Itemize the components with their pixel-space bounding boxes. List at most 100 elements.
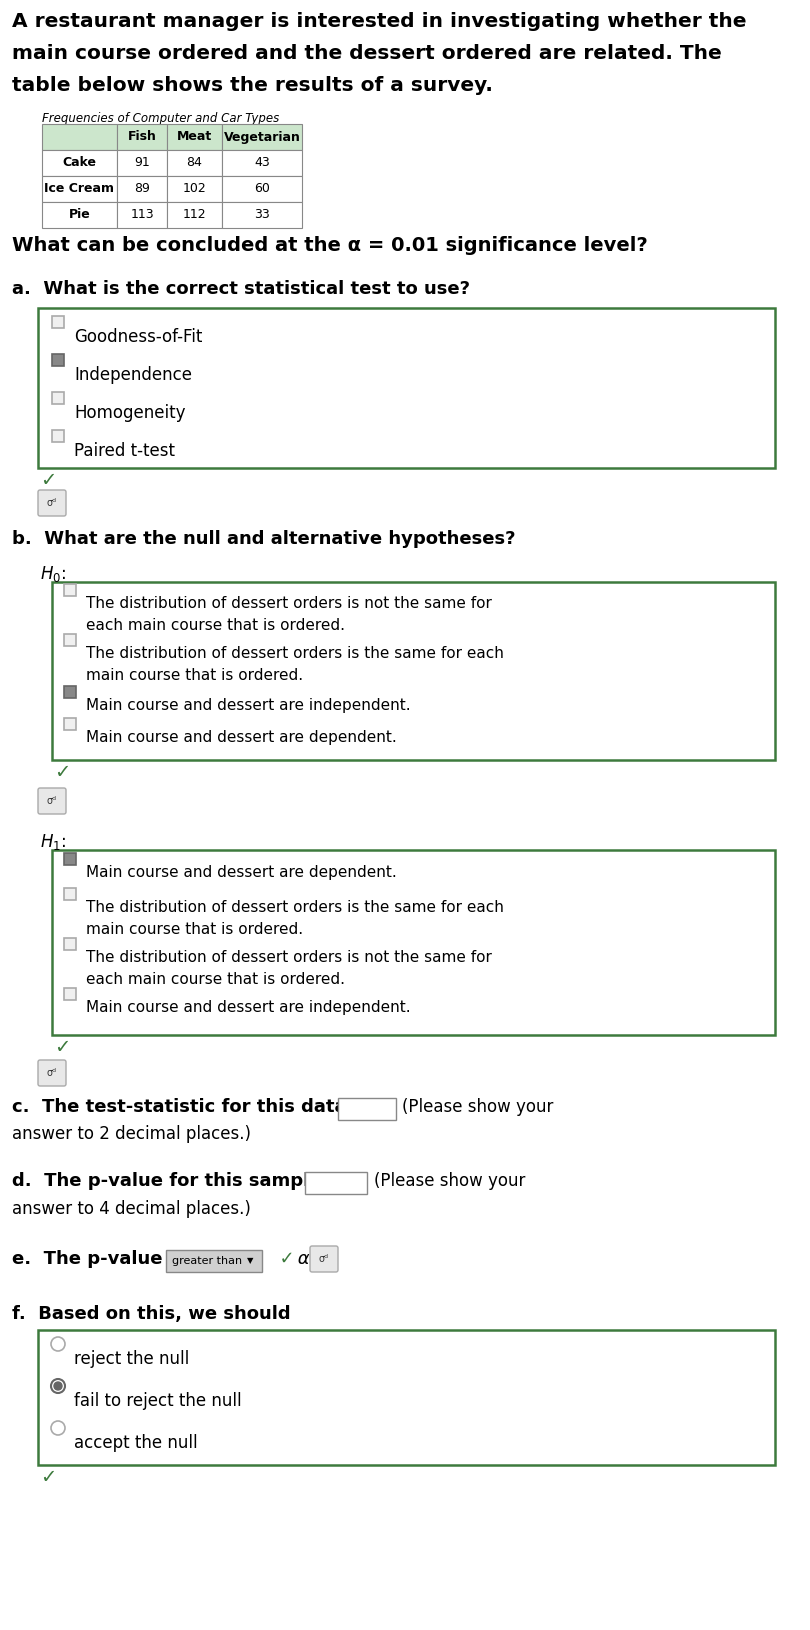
Text: Main course and dessert are dependent.: Main course and dessert are dependent. [86,730,397,745]
FancyBboxPatch shape [52,849,775,1035]
FancyBboxPatch shape [38,1060,66,1086]
Text: greater than: greater than [172,1257,242,1267]
Text: 91: 91 [134,156,150,170]
Text: σᵈ: σᵈ [47,499,57,509]
Bar [42,202,117,228]
Text: main course ordered and the dessert ordered are related. The: main course ordered and the dessert orde… [12,44,722,64]
Text: Goodness-of-Fit: Goodness-of-Fit [74,328,202,346]
Bar [167,124,222,150]
Text: Frequencies of Computer and Car Types: Frequencies of Computer and Car Types [42,112,279,126]
Text: ✓: ✓ [54,763,70,782]
Text: Paired t-test: Paired t-test [74,442,175,460]
Bar [222,150,302,176]
Text: (Please show your: (Please show your [374,1172,526,1190]
Bar [222,202,302,228]
Text: 43: 43 [254,156,270,170]
Text: 33: 33 [254,209,270,222]
Text: c.  The test-statistic for this data =: c. The test-statistic for this data = [12,1099,368,1117]
Text: e.  The p-value is: e. The p-value is [12,1250,185,1268]
Bar [64,584,76,597]
Bar [117,124,167,150]
Bar [167,176,222,202]
Text: b.  What are the null and alternative hypotheses?: b. What are the null and alternative hyp… [12,530,515,548]
Bar [52,391,64,404]
Bar [52,354,64,367]
Text: ✓: ✓ [40,471,57,491]
Text: σᵈ: σᵈ [47,1068,57,1077]
Text: 113: 113 [130,209,154,222]
Bar [42,176,117,202]
Text: each main course that is ordered.: each main course that is ordered. [86,618,345,632]
Text: reject the null: reject the null [74,1350,190,1368]
Bar [64,634,76,645]
Text: Cake: Cake [62,156,96,170]
Text: fail to reject the null: fail to reject the null [74,1392,241,1410]
Bar [64,686,76,698]
Bar [166,1250,262,1271]
Text: 112: 112 [183,209,207,222]
Text: ▼: ▼ [247,1257,254,1265]
Bar [117,176,167,202]
Text: α: α [292,1250,309,1268]
Bar [117,150,167,176]
Text: Ice Cream: Ice Cream [45,183,114,196]
Text: table below shows the results of a survey.: table below shows the results of a surve… [12,77,492,95]
Text: accept the null: accept the null [74,1434,198,1452]
Text: Main course and dessert are independent.: Main course and dessert are independent. [86,698,411,712]
Bar [52,430,64,442]
Text: σᵈ: σᵈ [47,795,57,805]
Bar [305,1172,367,1195]
Bar [42,124,117,150]
Bar [117,202,167,228]
Text: A restaurant manager is interested in investigating whether the: A restaurant manager is interested in in… [12,11,747,31]
Bar [52,316,64,328]
Text: $H_0$:: $H_0$: [40,564,66,584]
Text: Main course and dessert are independent.: Main course and dessert are independent. [86,999,411,1015]
Text: Vegetarian: Vegetarian [224,130,301,143]
FancyBboxPatch shape [38,308,775,468]
FancyBboxPatch shape [52,582,775,760]
Text: Pie: Pie [69,209,91,222]
Text: main course that is ordered.: main course that is ordered. [86,668,303,683]
Text: 60: 60 [254,183,270,196]
Text: What can be concluded at the α = 0.01 significance level?: What can be concluded at the α = 0.01 si… [12,236,648,254]
Bar [167,202,222,228]
FancyBboxPatch shape [38,1330,775,1465]
Text: The distribution of dessert orders is not the same for: The distribution of dessert orders is no… [86,597,492,611]
Text: each main course that is ordered.: each main course that is ordered. [86,971,345,988]
Text: (Please show your: (Please show your [402,1099,553,1117]
Text: The distribution of dessert orders is the same for each: The distribution of dessert orders is th… [86,900,504,914]
Text: ✓: ✓ [54,1038,70,1056]
Text: The distribution of dessert orders is not the same for: The distribution of dessert orders is no… [86,950,492,965]
Circle shape [54,1382,62,1390]
Text: σᵈ: σᵈ [319,1253,329,1263]
Text: f.  Based on this, we should: f. Based on this, we should [12,1306,291,1324]
Bar [167,150,222,176]
Text: Homogeneity: Homogeneity [74,404,185,422]
Text: Meat: Meat [177,130,212,143]
FancyBboxPatch shape [310,1245,338,1271]
Text: Main course and dessert are dependent.: Main course and dessert are dependent. [86,866,397,880]
Text: a.  What is the correct statistical test to use?: a. What is the correct statistical test … [12,280,470,298]
Bar [42,150,117,176]
Text: The distribution of dessert orders is the same for each: The distribution of dessert orders is th… [86,645,504,662]
Text: ✓: ✓ [40,1469,57,1487]
Text: main course that is ordered.: main course that is ordered. [86,923,303,937]
Bar [64,852,76,866]
Text: Fish: Fish [127,130,156,143]
FancyBboxPatch shape [38,787,66,813]
Text: answer to 4 decimal places.): answer to 4 decimal places.) [12,1200,251,1218]
Text: $H_1$:: $H_1$: [40,831,66,852]
Bar [338,1099,396,1120]
Text: d.  The p-value for this sample =: d. The p-value for this sample = [12,1172,343,1190]
Bar [64,888,76,900]
Bar [64,937,76,950]
Text: 102: 102 [182,183,207,196]
Text: 84: 84 [186,156,202,170]
FancyBboxPatch shape [38,491,66,517]
Text: ✓: ✓ [268,1250,295,1268]
Text: Independence: Independence [74,367,192,385]
Text: 89: 89 [134,183,150,196]
Bar [222,124,302,150]
Text: answer to 2 decimal places.): answer to 2 decimal places.) [12,1125,251,1143]
